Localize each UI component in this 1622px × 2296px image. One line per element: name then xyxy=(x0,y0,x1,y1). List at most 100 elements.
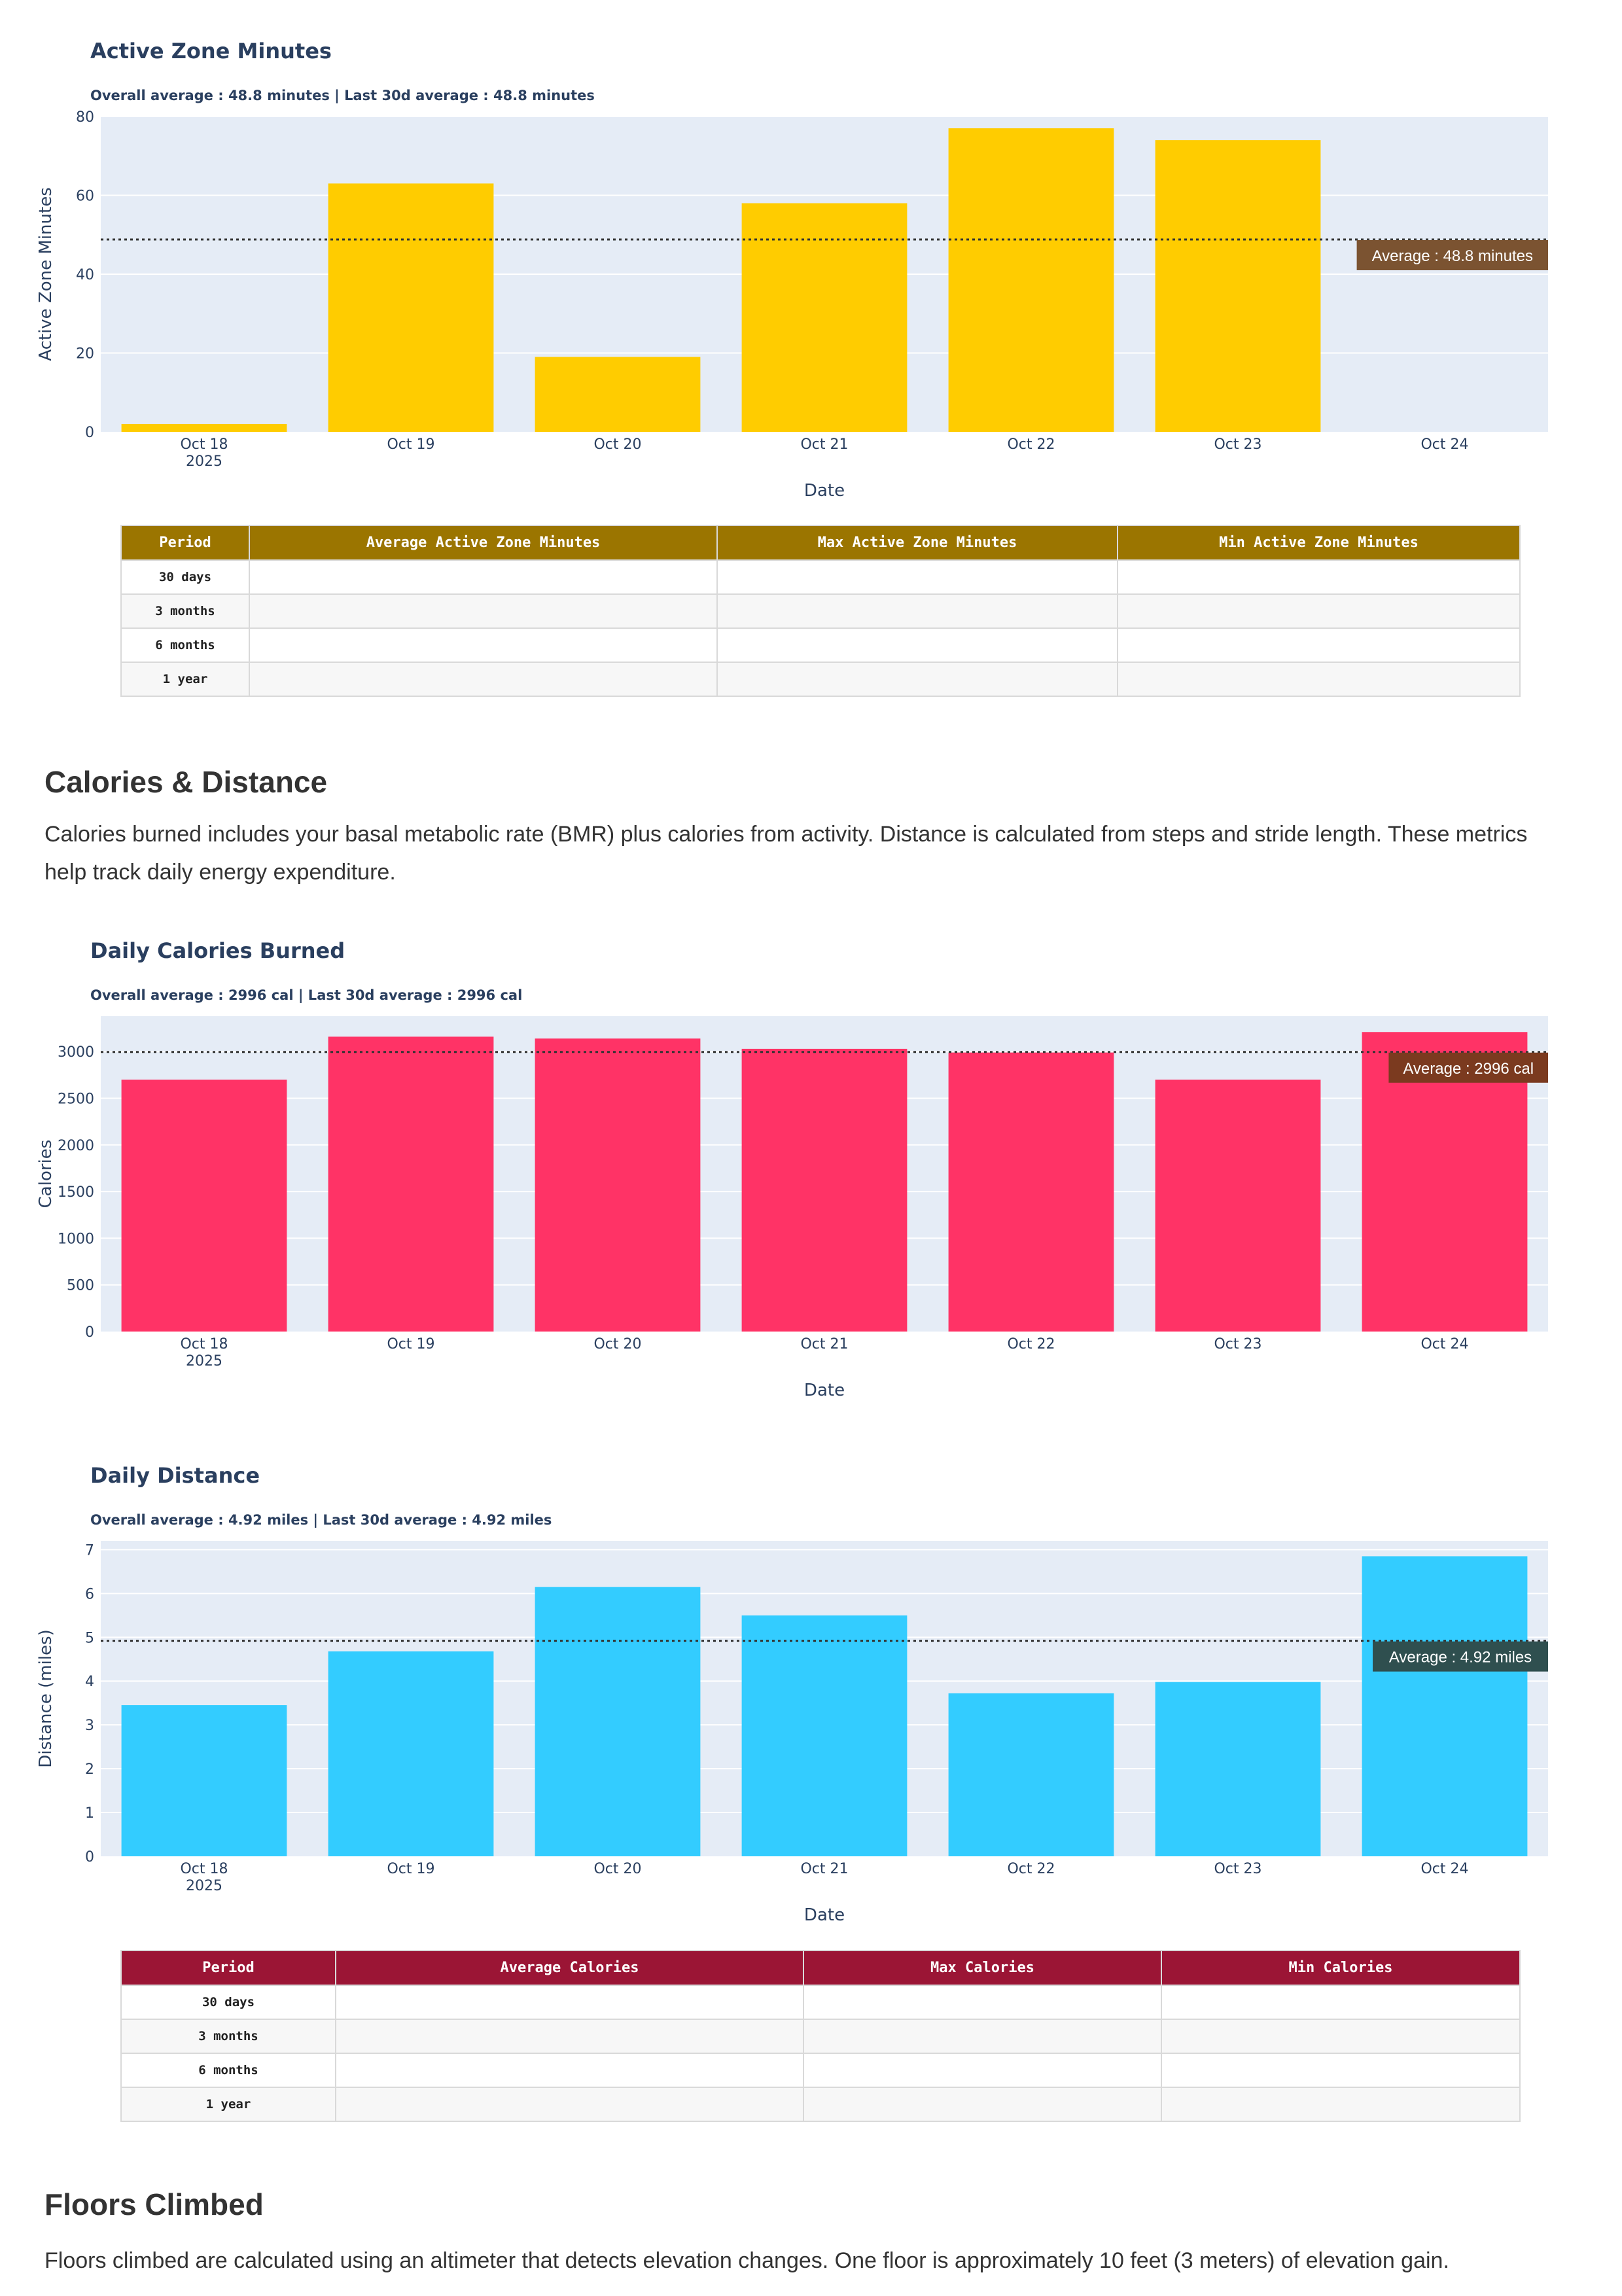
table-cell xyxy=(1161,1985,1521,2020)
calories-stats-table: Period Average Calories Max Calories Min… xyxy=(120,1950,1521,2122)
table-cell xyxy=(1117,662,1521,697)
period-cell: 30 days xyxy=(120,1985,336,2020)
bar xyxy=(328,183,494,432)
bar xyxy=(535,1038,701,1332)
table-row: 30 days xyxy=(120,559,1521,595)
daily-calories-chart: Daily Calories Burned Overall average : 2… xyxy=(0,900,1622,1410)
y-tick-label: 80 xyxy=(76,109,94,126)
table-cell xyxy=(249,627,718,663)
table-row: 30 days xyxy=(120,1985,1521,2020)
x-tick-label: Oct 19 xyxy=(387,436,434,453)
bar xyxy=(741,203,908,432)
table-header: Period xyxy=(120,525,250,561)
x-tick-label: Oct 19 xyxy=(387,1861,434,1877)
active-zone-minutes-svg: Active Zone Minutes Overall average : 48.… xyxy=(36,39,1548,501)
x-tick-label: Oct 23 xyxy=(1214,436,1261,453)
chart-subtitle: Overall average : 2996 cal | Last 30d av… xyxy=(90,987,522,1004)
table-cell xyxy=(716,662,1118,697)
x-tick-label: Oct 23 xyxy=(1214,1336,1261,1352)
table-row: 1 year xyxy=(120,2087,1521,2122)
y-axis-title: Active Zone Minutes xyxy=(36,187,56,361)
bar xyxy=(121,423,287,432)
table-cell xyxy=(803,1985,1162,2020)
x-tick-label: Oct 21 xyxy=(800,1861,848,1877)
bar xyxy=(1155,1079,1321,1332)
daily-distance-chart: Daily Distance Overall average : 4.92 mil… xyxy=(0,1424,1622,1935)
x-axis-title: Date xyxy=(804,1381,845,1400)
x-tick-label: Oct 20 xyxy=(593,1336,641,1352)
y-tick-label: 4 xyxy=(85,1674,94,1690)
table-row: 3 months xyxy=(120,2019,1521,2054)
x-tick-label: Oct 22 xyxy=(1007,436,1055,453)
table-header: Min Active Zone Minutes xyxy=(1117,525,1521,561)
table-cell xyxy=(803,2019,1162,2054)
table-cell xyxy=(249,593,718,629)
y-tick-label: 5 xyxy=(85,1630,94,1646)
table-header: Average Calories xyxy=(335,1950,804,1986)
x-tick-label: Oct 18 xyxy=(180,1336,228,1352)
x-tick-label: Oct 24 xyxy=(1420,436,1468,453)
y-tick-label: 2500 xyxy=(58,1091,94,1107)
average-label: Average : 4.92 miles xyxy=(1389,1649,1532,1667)
average-label: Average : 48.8 minutes xyxy=(1372,247,1533,265)
table-cell xyxy=(335,2087,804,2122)
bar xyxy=(741,1615,908,1856)
y-tick-label: 2 xyxy=(85,1761,94,1778)
chart-title: Daily Calories Burned xyxy=(90,938,345,963)
average-label-box xyxy=(1356,239,1548,270)
daily-distance-svg: Daily Distance Overall average : 4.92 mil… xyxy=(36,1463,1548,1925)
period-cell: 1 year xyxy=(120,2087,336,2122)
table-row: 3 months xyxy=(120,593,1521,629)
average-label-box xyxy=(1373,1641,1548,1672)
y-tick-label: 60 xyxy=(76,188,94,205)
x-tick-label: Oct 21 xyxy=(800,1336,848,1352)
table-row: 1 year xyxy=(120,662,1521,697)
table-cell xyxy=(716,627,1118,663)
bar xyxy=(121,1079,287,1332)
bar xyxy=(948,1052,1114,1332)
table-cell xyxy=(249,662,718,697)
table-cell xyxy=(1161,2053,1521,2088)
section-text-calories-distance: Calories burned includes your basal meta… xyxy=(44,822,1528,885)
table-cell xyxy=(1117,559,1521,595)
bar xyxy=(328,1036,494,1332)
x-tick-label: Oct 22 xyxy=(1007,1861,1055,1877)
y-tick-label: 1500 xyxy=(58,1184,94,1201)
daily-calories-svg: Daily Calories Burned Overall average : 2… xyxy=(36,938,1548,1400)
section-heading-floors-climbed: Floors Climbed xyxy=(44,2187,264,2221)
y-tick-label: 1000 xyxy=(58,1231,94,1247)
table-header: Max Active Zone Minutes xyxy=(716,525,1118,561)
y-tick-label: 3000 xyxy=(58,1044,94,1061)
table-cell xyxy=(335,1985,804,2020)
period-cell: 6 months xyxy=(120,2053,336,2088)
bar xyxy=(948,128,1114,432)
y-tick-label: 0 xyxy=(85,425,94,441)
average-label-box xyxy=(1388,1052,1548,1083)
y-tick-label: 0 xyxy=(85,1849,94,1865)
table-cell xyxy=(249,559,718,595)
x-tick-label: Oct 18 xyxy=(180,436,228,453)
period-cell: 1 year xyxy=(120,662,250,697)
period-cell: 30 days xyxy=(120,559,250,595)
chart-title: Active Zone Minutes xyxy=(90,39,332,63)
active-zone-minutes-chart: Active Zone Minutes Overall average : 48.… xyxy=(0,0,1622,510)
y-tick-label: 3 xyxy=(85,1718,94,1734)
x-tick-label: Oct 19 xyxy=(387,1336,434,1352)
section-heading-calories-distance: Calories & Distance xyxy=(44,765,328,799)
period-cell: 6 months xyxy=(120,627,250,663)
x-tick-label: Oct 21 xyxy=(800,436,848,453)
chart-subtitle: Overall average : 48.8 minutes | Last 30… xyxy=(90,88,595,104)
x-tick-year-label: 2025 xyxy=(186,453,222,470)
bar xyxy=(1362,1556,1528,1856)
table-header: Max Calories xyxy=(803,1950,1162,1986)
bar xyxy=(121,1705,287,1856)
chart-subtitle: Overall average : 4.92 miles | Last 30d … xyxy=(90,1512,552,1528)
x-tick-label: Oct 20 xyxy=(593,436,641,453)
bar xyxy=(1155,1682,1321,1856)
table-row: 6 months xyxy=(120,627,1521,663)
table-cell xyxy=(716,593,1118,629)
table-header: Average Active Zone Minutes xyxy=(249,525,718,561)
bar xyxy=(948,1693,1114,1856)
chart-title: Daily Distance xyxy=(90,1463,260,1488)
table-header-row: Period Average Active Zone Minutes Max A… xyxy=(120,525,1521,561)
